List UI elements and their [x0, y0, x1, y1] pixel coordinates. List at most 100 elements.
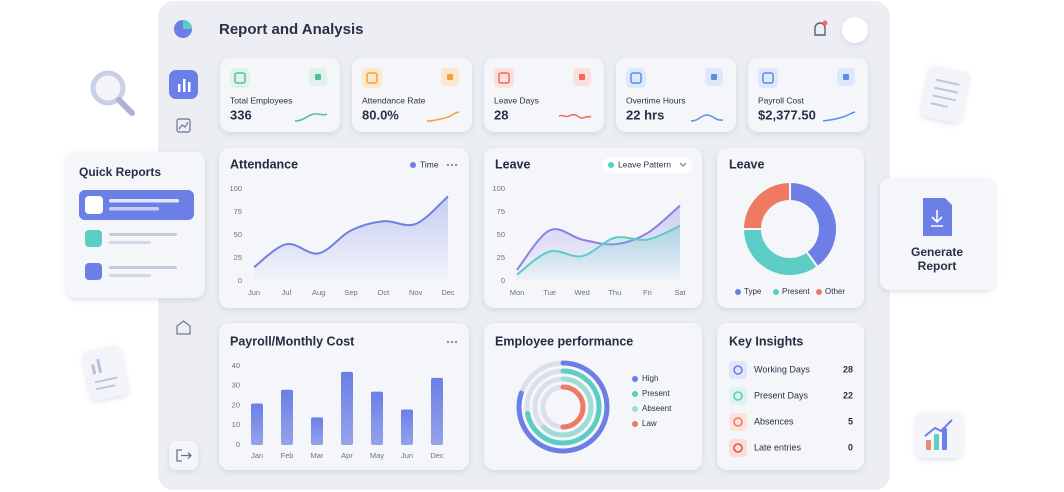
kpi-value: 22 hrs	[626, 107, 664, 122]
y-tick-label: 20	[232, 400, 240, 409]
more-icon	[446, 340, 450, 344]
legend-label: Other	[825, 287, 845, 296]
kpi-label: Total Employees	[230, 95, 292, 105]
pie-slice	[741, 180, 791, 230]
x-tick-label: Thu	[608, 288, 621, 297]
legend-label: Law	[642, 419, 657, 428]
line	[516, 204, 681, 271]
kpi-icon	[362, 68, 382, 88]
kpi-icon-glyph	[762, 72, 774, 84]
nav-home[interactable]	[176, 320, 191, 335]
bar	[371, 391, 383, 445]
kpi-label: Attendance Rate	[362, 95, 426, 105]
quick-report-item[interactable]	[85, 263, 177, 280]
legend-label: Type	[744, 287, 762, 296]
y-tick-label: 100	[492, 184, 505, 193]
x-tick-label: Mar	[311, 451, 324, 460]
insight-label: Late entries	[754, 442, 802, 452]
y-tick-label: 0	[238, 276, 242, 285]
kpi-label: Leave Days	[494, 95, 539, 105]
legend-marker	[735, 289, 741, 295]
sidebar	[169, 70, 198, 470]
insight-icon	[729, 413, 747, 431]
quick-report-item[interactable]	[85, 230, 177, 247]
kpi-value: 80.0%	[362, 107, 399, 122]
y-tick-label: 0	[501, 276, 505, 285]
insight-value: 28	[843, 364, 853, 374]
ring-arc	[540, 384, 586, 430]
nav-trends[interactable]	[176, 118, 191, 133]
ring-arc	[516, 360, 610, 454]
generate-report-label[interactable]: Generate Report	[910, 245, 964, 273]
kpi-badge-glyph	[315, 74, 321, 80]
chart-title: Attendance	[230, 157, 298, 171]
kpi-sparkline	[294, 113, 328, 122]
legend-label: High	[642, 374, 658, 383]
nav-logout[interactable]	[169, 441, 198, 470]
insight-icon-glyph	[733, 391, 743, 401]
x-tick-label: Apr	[341, 451, 353, 460]
chevron	[679, 162, 687, 167]
legend-label: Abseent	[642, 404, 672, 413]
quick-reports-title: Quick Reports	[79, 165, 161, 179]
kpi-value: $2,377.50	[758, 107, 816, 122]
legend-marker	[632, 406, 638, 412]
notification-bell[interactable]	[814, 20, 828, 36]
kpi-value: 28	[494, 107, 508, 122]
insight-icon-glyph	[733, 443, 743, 453]
x-tick-label: Dec	[430, 451, 444, 460]
insight-value: 22	[843, 390, 853, 400]
insight-icon-glyph	[733, 365, 743, 375]
y-tick-label: 25	[497, 253, 505, 262]
x-tick-label: Aug	[312, 288, 325, 297]
kpi-sparkline	[426, 111, 460, 122]
kpi-sparkline	[822, 111, 856, 122]
insight-icon	[729, 361, 747, 379]
insight-label: Present Days	[754, 390, 809, 400]
y-tick-label: 75	[234, 207, 242, 216]
x-tick-label: Jun	[248, 288, 260, 297]
insight-icon-glyph	[733, 417, 743, 427]
chart-title: Employee performance	[495, 334, 633, 348]
x-tick-label: Tue	[543, 288, 556, 297]
insight-label: Absences	[754, 416, 794, 426]
kpi-icon-glyph	[366, 72, 378, 84]
bar	[251, 403, 263, 445]
kpi-sparkline	[558, 113, 592, 119]
legend-marker	[632, 376, 638, 382]
legend-dropdown[interactable]	[603, 157, 692, 173]
bar	[311, 417, 323, 445]
quick-report-item[interactable]	[79, 190, 194, 220]
x-tick-label: Oct	[377, 288, 390, 297]
x-tick-label: Jun	[401, 451, 413, 460]
x-tick-label: Feb	[281, 451, 294, 460]
line	[253, 195, 449, 269]
insight-icon	[729, 387, 747, 405]
y-tick-label: 25	[234, 253, 242, 262]
area	[254, 196, 448, 281]
bar	[401, 409, 413, 445]
legend-label: Present	[782, 287, 810, 296]
bar	[281, 389, 293, 445]
chart-title: Leave	[729, 157, 764, 171]
y-tick-label: 100	[229, 184, 242, 193]
more-icon	[446, 163, 450, 167]
document-icon	[921, 65, 970, 123]
ring-arc	[524, 368, 602, 446]
chart-card	[717, 148, 864, 308]
x-tick-label: Jul	[282, 288, 292, 297]
logo	[174, 20, 192, 38]
chart-title: Leave	[495, 157, 530, 171]
x-tick-label: Dec	[441, 288, 455, 297]
profile-toggle[interactable]	[842, 17, 868, 43]
x-tick-label: Nov	[409, 288, 423, 297]
kpi-badge-glyph	[711, 74, 717, 80]
legend-label: Leave Pattern	[618, 159, 671, 169]
x-tick-label: Wed	[575, 288, 590, 297]
legend-label: Time	[420, 159, 439, 169]
y-tick-label: 10	[232, 420, 240, 429]
generate-report-button[interactable]	[880, 178, 995, 290]
legend-marker	[632, 391, 638, 397]
legend-label: Present	[642, 389, 670, 398]
y-tick-label: 75	[497, 207, 505, 216]
